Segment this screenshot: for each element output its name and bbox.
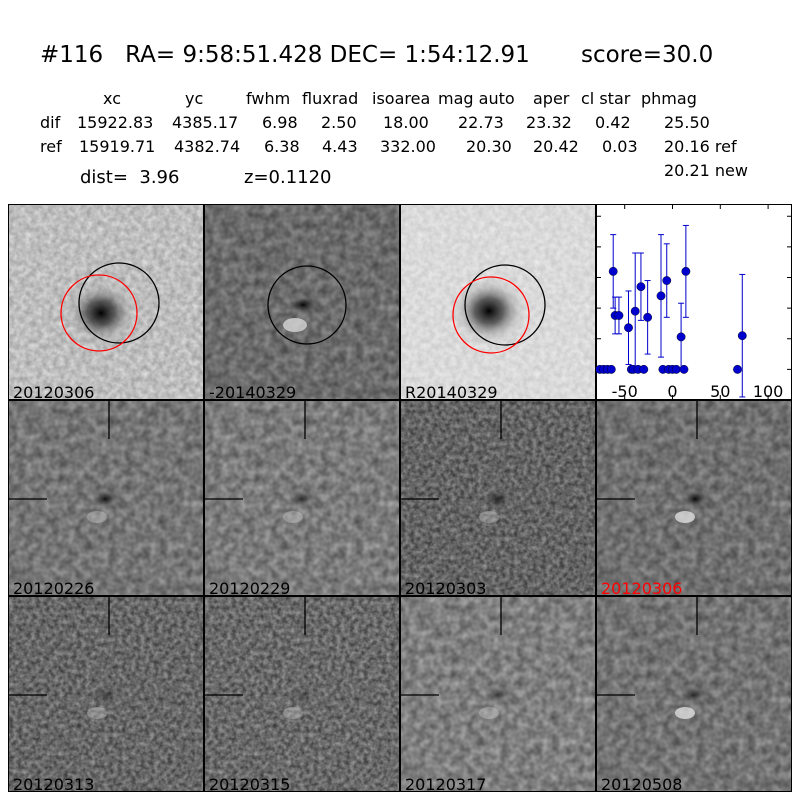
dif-cl-star: 0.42 [595, 113, 631, 132]
col-mag-auto: mag auto [438, 89, 515, 108]
panel-label: 20120229 [209, 579, 291, 596]
detection-circle-black [78, 262, 160, 344]
ref-mag-auto: 20.30 [466, 137, 512, 156]
data-point [606, 364, 616, 374]
data-point [737, 331, 747, 341]
chart-frame [596, 204, 792, 400]
page-title: #116 RA= 9:58:51.428 DEC= 1:54:12.91 sco… [40, 42, 714, 68]
stamp-panel: 20120229 [204, 400, 400, 596]
detection-circle-red [452, 276, 530, 354]
source-blob [682, 489, 708, 509]
panel-label: 20120226 [13, 579, 95, 596]
ref-fluxrad: 4.43 [322, 137, 358, 156]
row-label-dif: dif [40, 113, 61, 132]
data-point [630, 306, 640, 316]
source-blob [484, 489, 510, 509]
data-point [679, 364, 689, 374]
panel-label: 20120306 [13, 383, 95, 400]
col-cl-star: cl star [581, 89, 631, 108]
stamp-panel: 20120508 [596, 596, 792, 792]
data-point [681, 266, 691, 276]
x-tick-label: 0 [667, 382, 677, 400]
dif-yc: 4385.17 [172, 113, 239, 132]
stamp-panel: 20120313 [8, 596, 204, 792]
ref-aper: 20.42 [533, 137, 579, 156]
panel-label: 20120303 [405, 579, 487, 596]
data-point [614, 311, 624, 320]
x-tick-label: 100 [753, 382, 784, 400]
panel-label: -20140329 [209, 383, 297, 400]
data-point [662, 276, 672, 285]
ref-yc: 4382.74 [174, 137, 241, 156]
data-point [636, 282, 646, 292]
detection-circle-black [267, 265, 347, 345]
source-blob [484, 685, 510, 705]
dif-mag-auto: 22.73 [458, 113, 504, 132]
panel-label: 20120315 [209, 775, 291, 792]
data-point [733, 364, 742, 374]
col-fluxrad: fluxrad [302, 89, 359, 108]
data-point [639, 364, 649, 374]
dist-value: dist= 3.96 [80, 167, 180, 188]
col-yc: yc [185, 89, 204, 108]
ref-isoarea: 332.00 [380, 137, 436, 156]
ref-xc: 15919.71 [79, 137, 156, 156]
data-point [676, 332, 686, 342]
stamp-panel-ref: R20140329 [400, 204, 596, 400]
panel-label: 20120306 [601, 579, 683, 596]
phmag-new: 20.21 new [664, 161, 748, 180]
stamp-panel-new: 20120306 [8, 204, 204, 400]
stamp-panel: 20120303 [400, 400, 596, 596]
source-blob [680, 685, 706, 705]
row-label-ref: ref [40, 137, 62, 156]
col-xc: xc [103, 89, 121, 108]
panel-label: 20120508 [601, 775, 683, 792]
dif-isoarea: 18.00 [383, 113, 429, 132]
source-blob [288, 685, 314, 705]
dif-phmag: 25.50 [664, 113, 710, 132]
redshift-value: z=0.1120 [244, 167, 332, 188]
data-point [643, 312, 653, 322]
ref-phmag: 20.16 ref [664, 137, 737, 156]
ref-fwhm: 6.38 [264, 137, 300, 156]
data-point [624, 323, 633, 333]
dif-xc: 15922.83 [77, 113, 154, 132]
stamp-panel: 20120306 [596, 400, 792, 596]
panel-label: 20120317 [405, 775, 487, 792]
panel-label: R20140329 [405, 383, 498, 400]
col-aper: aper [533, 89, 570, 108]
data-point [608, 266, 618, 276]
dif-fluxrad: 2.50 [321, 113, 357, 132]
source-blob [92, 685, 118, 705]
detection-circle-red [60, 274, 138, 352]
x-tick-label: -50 [612, 382, 638, 400]
dif-aper: 23.32 [526, 113, 572, 132]
stamp-panel: 20120317 [400, 596, 596, 792]
dif-fwhm: 6.98 [262, 113, 298, 132]
col-phmag: phmag [641, 89, 697, 108]
col-fwhm: fwhm [246, 89, 291, 108]
data-point [671, 364, 681, 374]
x-tick-label: 50 [710, 382, 730, 400]
col-isoarea: isoarea [372, 89, 431, 108]
stamp-panel-diff: -20140329 [204, 204, 400, 400]
ref-cl-star: 0.03 [602, 137, 638, 156]
panel-label: 20120313 [13, 775, 95, 792]
detection-circle-black [464, 264, 546, 346]
data-point [656, 291, 666, 301]
source-blob [288, 489, 314, 509]
stamp-panel: 20120226 [8, 400, 204, 596]
stamp-panel: 20120315 [204, 596, 400, 792]
source-blob [92, 489, 118, 509]
